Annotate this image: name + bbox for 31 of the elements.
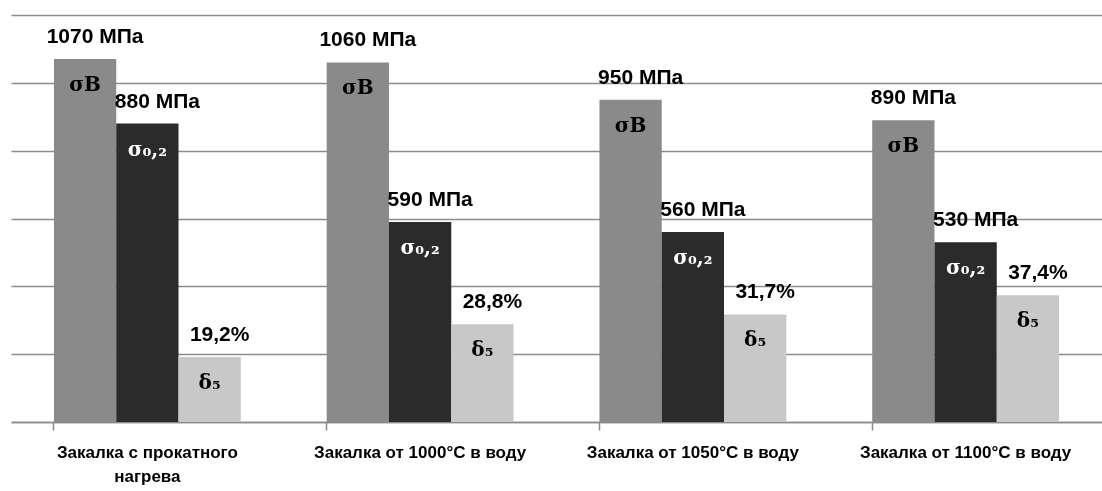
x-tick-label: Закалка с прокатного нагрева (56, 442, 238, 486)
data-label: 37,4% (1008, 260, 1068, 284)
data-label: 880 МПа (114, 88, 201, 112)
bar (388, 221, 452, 422)
data-label: 31,7% (735, 279, 796, 303)
text: σ₀,₂ (673, 245, 713, 270)
data-label: 530 МПа (933, 207, 1019, 231)
bar (116, 123, 179, 422)
text: σВ (614, 112, 647, 137)
data-label: 1070 МПа (46, 24, 144, 48)
data-label: 28,8% (462, 289, 523, 313)
text: δ₅ (744, 327, 767, 352)
x-tick-label: Закалка от 1000°C в воду (314, 442, 527, 462)
data-label: 19,2% (189, 321, 250, 345)
x-tick-label: Закалка от 1100°C в воду (859, 442, 1072, 462)
text: δ₅ (471, 337, 494, 362)
data-label: 1060 МПа (319, 27, 417, 51)
text: σ₀,₂ (946, 255, 986, 280)
series-label: σ₀,₂ (127, 136, 167, 161)
x-tick-label: Закалка от 1050°C в воду (586, 442, 800, 462)
data-label: 950 МПа (598, 64, 684, 88)
series-label: δ₅ (198, 369, 221, 394)
data-label: 890 МПа (870, 85, 957, 109)
bar (178, 356, 241, 422)
series-label: σВ (887, 133, 920, 158)
text: σ₀,₂ (400, 234, 440, 259)
data-label: 560 МПа (660, 197, 746, 221)
text: σВ (69, 72, 101, 97)
data-label: 590 МПа (387, 186, 474, 210)
text: δ₅ (1016, 308, 1039, 333)
text: σВ (342, 75, 374, 100)
